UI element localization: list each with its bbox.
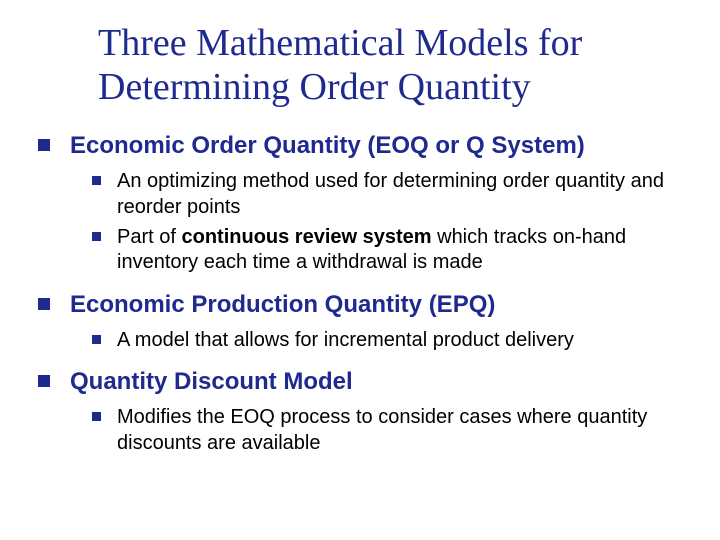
square-bullet-icon	[92, 335, 101, 344]
section-eoq-heading: Economic Order Quantity (EOQ or Q System…	[70, 131, 692, 161]
title-line-1: Three Mathematical Models for	[98, 22, 582, 64]
square-bullet-icon	[92, 176, 101, 185]
square-bullet-icon	[38, 139, 50, 151]
section-eoq: Economic Order Quantity (EOQ or Q System…	[38, 131, 692, 161]
eoq-point-2-text: Part of continuous review system which t…	[117, 225, 692, 276]
eoq-point-1: An optimizing method used for determinin…	[92, 169, 692, 220]
square-bullet-icon	[38, 298, 50, 310]
title-line-2: Determining Order Quantity	[98, 66, 531, 108]
eoq-point-2: Part of continuous review system which t…	[92, 225, 692, 276]
section-epq: Economic Production Quantity (EPQ)	[38, 290, 692, 320]
square-bullet-icon	[92, 412, 101, 421]
section-qdm-heading: Quantity Discount Model	[70, 367, 692, 397]
section-epq-heading: Economic Production Quantity (EPQ)	[70, 290, 692, 320]
eoq-point-2-bold: continuous review system	[181, 226, 431, 248]
qdm-point-1: Modifies the EOQ process to consider cas…	[92, 405, 692, 456]
eoq-point-2-part-a: Part of	[117, 226, 181, 248]
section-qdm: Quantity Discount Model	[38, 367, 692, 397]
slide-title: Three Mathematical Models for Determinin…	[98, 22, 692, 109]
qdm-point-1-text: Modifies the EOQ process to consider cas…	[117, 405, 692, 456]
square-bullet-icon	[92, 232, 101, 241]
epq-point-1: A model that allows for incremental prod…	[92, 328, 692, 354]
epq-point-1-text: A model that allows for incremental prod…	[117, 328, 692, 354]
square-bullet-icon	[38, 375, 50, 387]
eoq-point-1-text: An optimizing method used for determinin…	[117, 169, 692, 220]
